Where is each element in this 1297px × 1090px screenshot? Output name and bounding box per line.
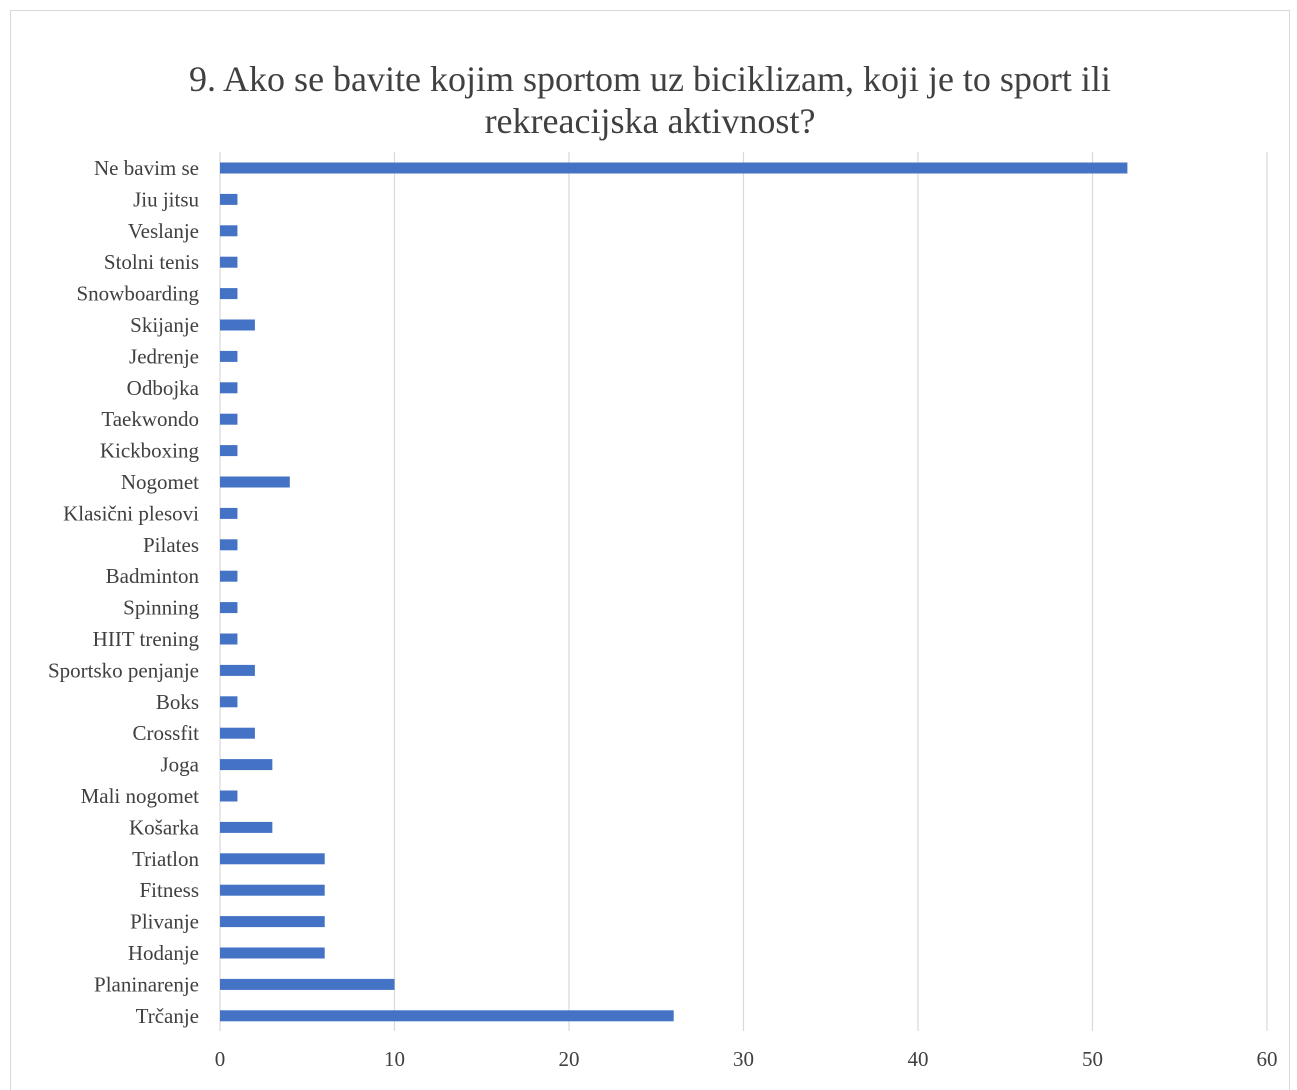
bar — [220, 790, 238, 802]
category-label: HIIT trening — [93, 627, 200, 651]
category-label: Jedrenje — [129, 344, 199, 368]
category-label: Košarka — [129, 815, 200, 839]
chart-title: 9. Ako se bavite kojim sportom uz bicikl… — [189, 59, 1111, 141]
bar — [220, 445, 238, 457]
x-tick-label: 60 — [1257, 1047, 1278, 1071]
category-label: Plivanje — [130, 910, 199, 934]
category-label: Pilates — [143, 533, 199, 557]
x-tick-label: 10 — [384, 1047, 405, 1071]
x-tick-label: 50 — [1082, 1047, 1103, 1071]
category-label: Planinarenje — [94, 972, 199, 996]
bar — [220, 193, 238, 205]
category-label: Skijanje — [130, 313, 199, 337]
bar — [220, 225, 238, 237]
category-label: Ne bavim se — [94, 156, 199, 180]
category-label: Mali nogomet — [81, 784, 200, 808]
category-label: Klasični plesovi — [63, 501, 199, 525]
category-label: Boks — [156, 690, 199, 714]
category-label: Triatlon — [132, 847, 199, 871]
bar — [220, 256, 238, 268]
bar — [220, 382, 238, 394]
bar — [220, 884, 325, 896]
category-label: Hodanje — [128, 941, 199, 965]
bar — [220, 539, 238, 551]
category-label: Stolni tenis — [104, 250, 199, 274]
bar — [220, 947, 325, 959]
category-label: Odbojka — [127, 376, 200, 400]
bar — [220, 916, 325, 928]
category-label: Nogomet — [121, 470, 199, 494]
category-label: Kickboxing — [100, 439, 200, 463]
category-label: Joga — [161, 753, 200, 777]
x-tick-label: 0 — [215, 1047, 226, 1071]
category-label: Badminton — [106, 564, 200, 588]
bar — [220, 759, 273, 771]
category-label: Veslanje — [128, 219, 199, 243]
bar — [220, 476, 290, 488]
bar — [220, 413, 238, 425]
category-label: Spinning — [123, 596, 199, 620]
bar — [220, 288, 238, 300]
category-label: Sportsko penjanje — [48, 658, 199, 682]
bar — [220, 319, 255, 331]
bar — [220, 602, 238, 614]
bar — [220, 570, 238, 582]
x-tick-label: 30 — [733, 1047, 754, 1071]
bar — [220, 978, 395, 990]
bar — [220, 664, 255, 676]
bar — [220, 162, 1128, 174]
bar — [220, 696, 238, 708]
category-label: Snowboarding — [77, 282, 200, 306]
category-label: Taekwondo — [101, 407, 199, 431]
bar — [220, 853, 325, 865]
x-tick-label: 40 — [908, 1047, 929, 1071]
bar — [220, 350, 238, 362]
bar — [220, 727, 255, 739]
bar — [220, 821, 273, 833]
x-tick-label: 20 — [559, 1047, 580, 1071]
category-label: Trčanje — [136, 1004, 199, 1028]
bar — [220, 633, 238, 645]
category-label: Jiu jitsu — [133, 187, 199, 211]
bar — [220, 1010, 674, 1022]
bar — [220, 507, 238, 519]
category-label: Fitness — [139, 878, 199, 902]
category-label: Crossfit — [132, 721, 199, 745]
